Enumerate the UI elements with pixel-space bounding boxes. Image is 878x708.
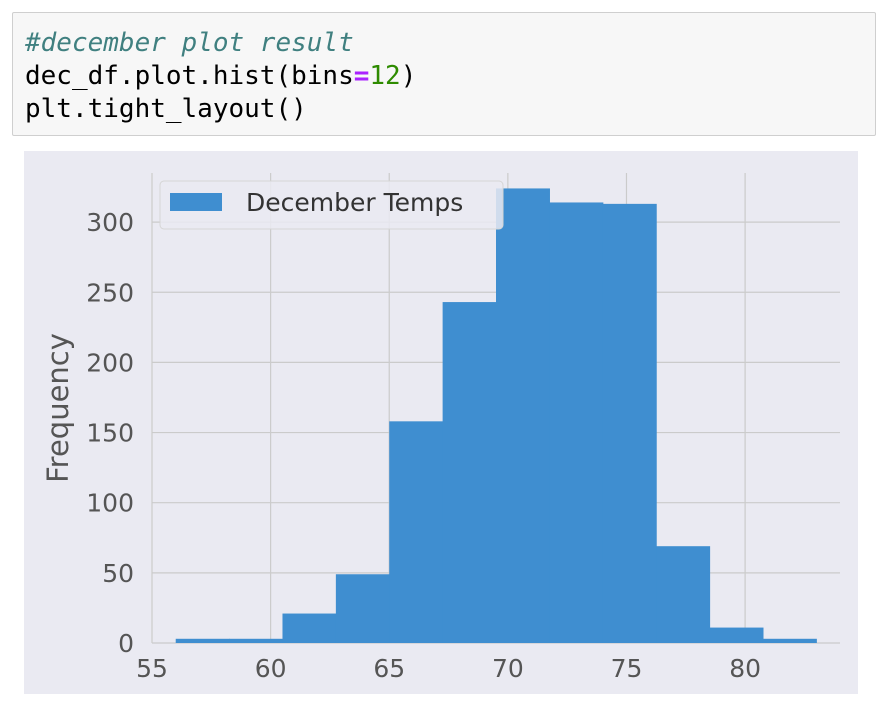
legend-label: December Temps: [246, 188, 463, 217]
code-token: plt.tight_layout(): [25, 94, 307, 124]
legend-swatch: [170, 193, 222, 211]
y-tick-label: 150: [86, 419, 134, 448]
y-tick-label: 300: [86, 208, 134, 237]
x-tick-label: 55: [136, 654, 168, 683]
x-tick-label: 80: [729, 654, 761, 683]
code-token: ): [400, 61, 417, 91]
x-tick-label: 65: [373, 654, 405, 683]
histogram-bar: [656, 546, 711, 643]
code-token: dec_df.plot.hist(bins: [25, 61, 354, 91]
y-tick-label: 100: [86, 489, 134, 518]
x-tick-label: 75: [611, 654, 643, 683]
legend-box: [159, 180, 504, 230]
histogram-chart: 55 60 65 70 75 80 0 50 100 150 200 250 300 Frequency D…: [24, 151, 858, 694]
y-tick-label: 0: [118, 629, 134, 658]
y-axis-label: Frequency: [41, 333, 75, 483]
code-cell[interactable]: #december plot result dec_df.plot.hist(bi…: [12, 12, 876, 136]
code-line: plt.tight_layout(): [25, 93, 863, 126]
code-token: 12: [369, 61, 401, 91]
y-tick-label: 200: [86, 348, 134, 377]
code-token: =: [353, 61, 370, 91]
code-token: #december plot result: [25, 28, 354, 58]
output-area: 55 60 65 70 75 80 0 50 100 150 200 250 300 Frequency D…: [24, 151, 858, 694]
code-line: #december plot result: [25, 27, 863, 60]
x-tick-label: 70: [492, 654, 524, 683]
y-tick-label: 250: [86, 278, 134, 307]
code-line: dec_df.plot.hist(bins=12): [25, 60, 863, 93]
histogram-bar: [762, 638, 817, 643]
histogram-bar: [389, 421, 444, 643]
x-tick-label: 60: [255, 654, 287, 683]
histogram-bar: [602, 203, 657, 644]
histogram-bar: [229, 638, 284, 643]
histogram-bar: [709, 627, 764, 643]
y-tick-label: 50: [102, 559, 134, 588]
histogram-bar: [442, 302, 497, 643]
histogram-bar: [335, 574, 390, 643]
histogram-bar: [175, 638, 230, 643]
histogram-bar: [496, 188, 550, 643]
histogram-bar: [282, 613, 337, 643]
histogram-bar: [549, 202, 604, 643]
